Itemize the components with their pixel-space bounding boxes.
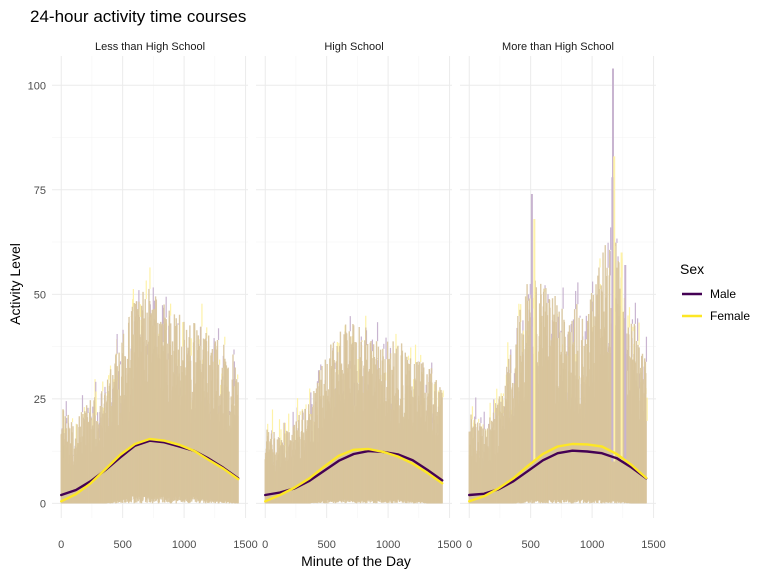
y-tick-label: 50: [34, 289, 46, 301]
x-tick-label: 1500: [437, 539, 461, 551]
legend-label-female: Female: [710, 309, 750, 323]
x-tick-label: 500: [317, 539, 335, 551]
y-tick-label: 100: [28, 80, 46, 92]
y-axis: 0 25 50 75 100: [28, 80, 46, 510]
x-tick-label: 500: [113, 539, 131, 551]
x-tick-label: 500: [521, 539, 539, 551]
x-tick-label: 1000: [172, 539, 196, 551]
x-tick-label: 0: [466, 539, 472, 551]
series-line-female: [264, 447, 444, 503]
activity-band: [264, 315, 444, 504]
facet-strip-label: Less than High School: [95, 41, 205, 53]
x-tick-label: 1000: [580, 539, 604, 551]
y-tick-label: 0: [40, 498, 46, 510]
x-tick-label: 0: [58, 539, 64, 551]
facet-strip-label: More than High School: [502, 41, 614, 53]
x-tick-label: 1500: [641, 539, 665, 551]
activity-band: [60, 267, 239, 504]
y-tick-label: 75: [34, 185, 46, 197]
legend: Sex Male Female: [680, 261, 750, 323]
facet-panel: Less than High School 0 500 1000 1500: [52, 41, 258, 551]
x-tick-label: 1000: [376, 539, 400, 551]
facet-panel: More than High School 0 500 1000 1500: [460, 41, 666, 551]
activity-band: [468, 68, 648, 504]
facet-panel: High School 0 500 1000 1500: [256, 41, 462, 551]
legend-label-male: Male: [710, 287, 736, 301]
facet-strip-label: High School: [324, 41, 383, 53]
y-tick-label: 25: [34, 394, 46, 406]
series-line-female: [60, 437, 240, 503]
legend-title: Sex: [680, 261, 704, 277]
x-tick-label: 0: [262, 539, 268, 551]
y-axis-title: Activity Level: [7, 243, 23, 325]
chart-title: 24-hour activity time courses: [30, 7, 246, 26]
x-axis-title: Minute of the Day: [301, 553, 411, 569]
series-line-female: [468, 442, 648, 503]
x-tick-label: 1500: [233, 539, 257, 551]
